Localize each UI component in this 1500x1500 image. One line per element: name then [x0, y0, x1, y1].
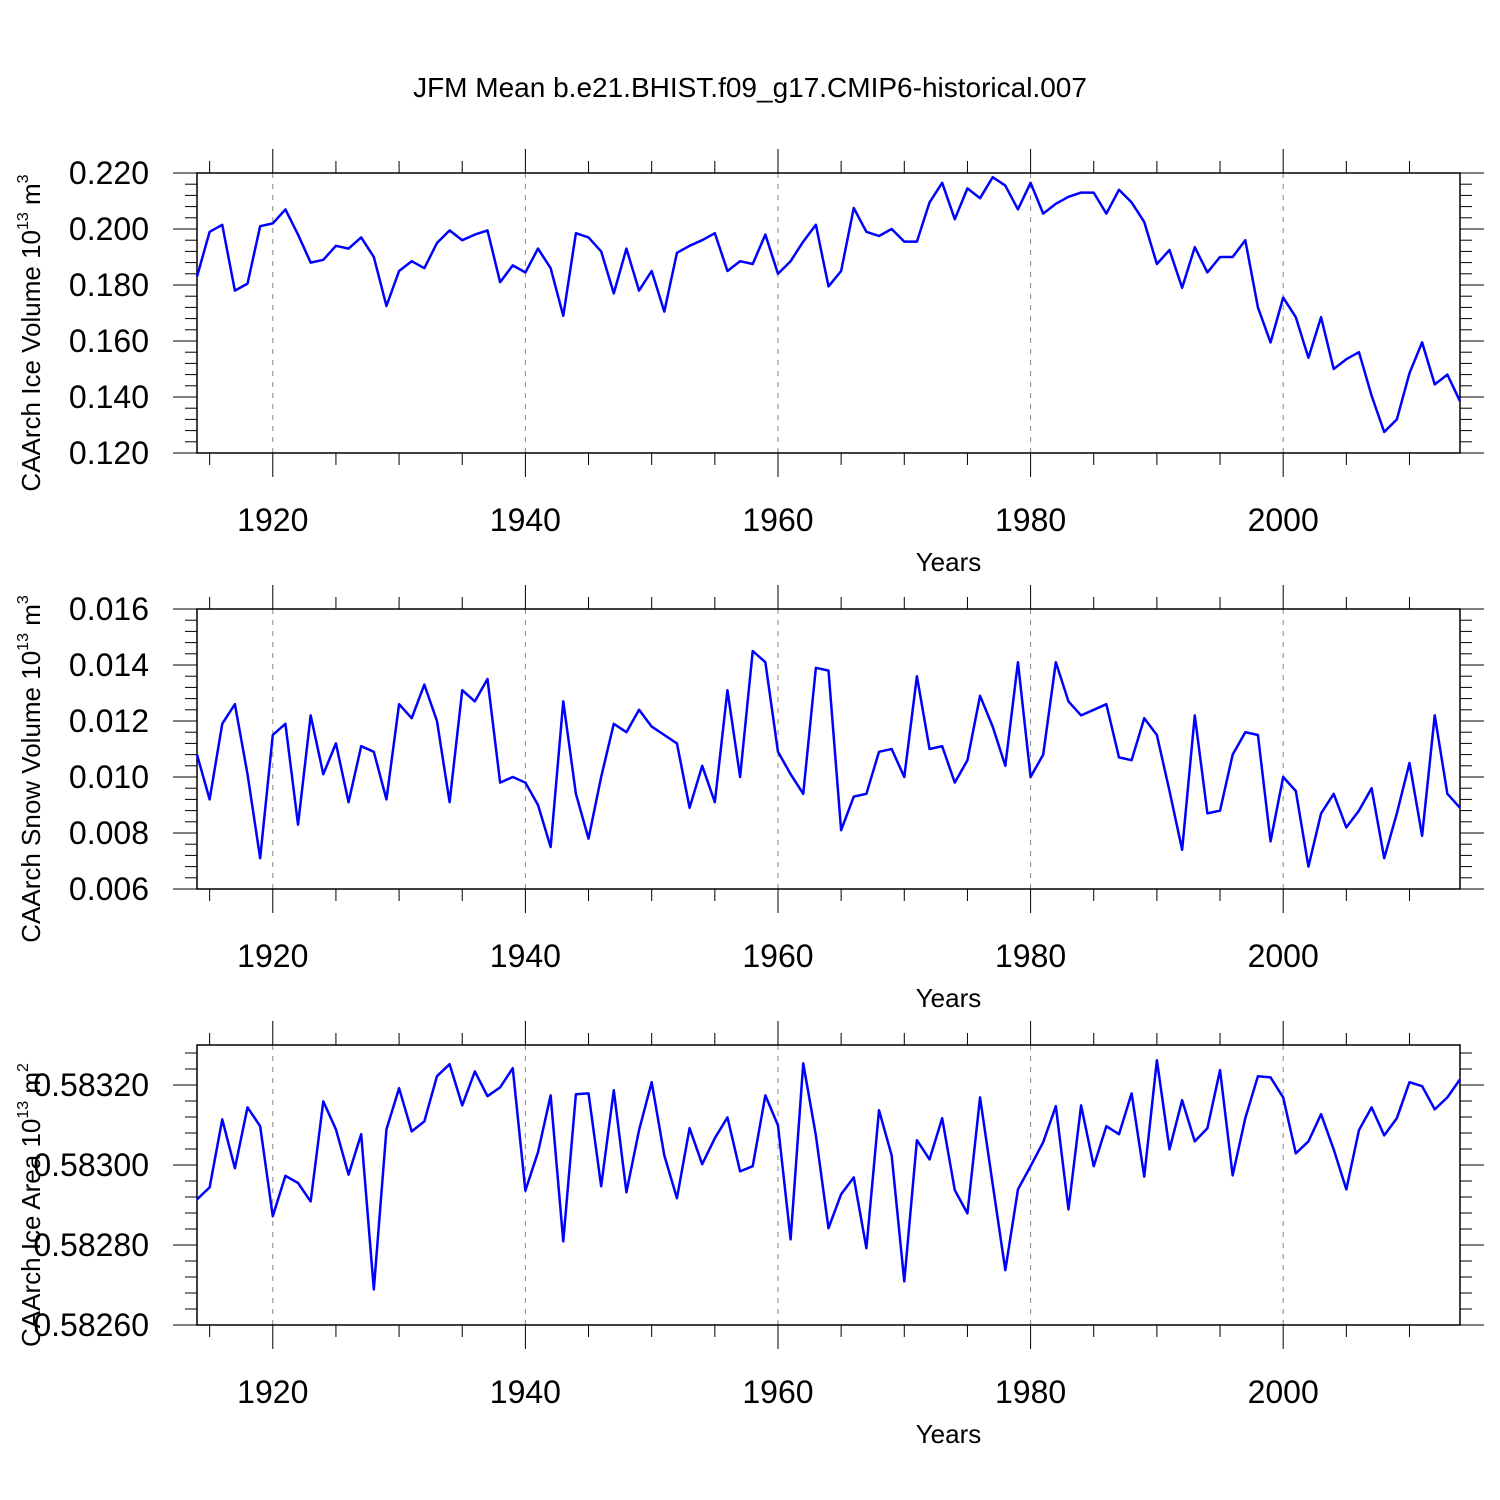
- plot-frame: [196, 608, 1461, 890]
- plot-frame: [196, 1044, 1461, 1326]
- x-axis-title: Years: [916, 1419, 982, 1449]
- panel-snow-volume: 1920 1940 1960 1980 2000 0.006 0.008 0.010 0.012…: [15, 585, 1484, 1013]
- x-axis-title: Years: [916, 547, 982, 577]
- series-line-caarch-snow-volume: [195, 649, 1461, 868]
- y-tick-label-0.180: 0.180: [69, 267, 149, 303]
- y-tick-label-0.008: 0.008: [69, 815, 149, 851]
- y-tick-label-0.014: 0.014: [69, 647, 149, 683]
- y-tick-label-0.010: 0.010: [69, 759, 149, 795]
- x-axis-title: Years: [916, 983, 982, 1013]
- y-tick-label-0.58300: 0.58300: [33, 1147, 149, 1183]
- plot-frame: [196, 172, 1461, 454]
- y-axis-title: CAArch Ice Area 1013 m2: [15, 1063, 46, 1347]
- x-tick-label-1920: 1920: [237, 938, 308, 974]
- y-tick-label-0.58280: 0.58280: [33, 1227, 149, 1263]
- series-line-caarch-ice-volume: [195, 175, 1462, 434]
- x-tick-label-1960: 1960: [742, 938, 813, 974]
- y-tick-label-0.006: 0.006: [69, 871, 149, 907]
- y-axis-title: CAArch Snow Volume 1013 m3: [15, 595, 46, 943]
- x-tick-label-2000: 2000: [1248, 1374, 1319, 1410]
- y-tick-label-0.58260: 0.58260: [33, 1307, 149, 1343]
- series-line-caarch-ice-area: [196, 1058, 1462, 1291]
- x-tick-label-1980: 1980: [995, 502, 1066, 538]
- y-tick-label-0.220: 0.220: [69, 155, 149, 191]
- x-tick-label-1940: 1940: [490, 938, 561, 974]
- x-tick-label-1920: 1920: [237, 502, 308, 538]
- figure-title: JFM Mean b.e21.BHIST.f09_g17.CMIP6-histo…: [413, 72, 1087, 103]
- x-tick-label-1980: 1980: [995, 938, 1066, 974]
- x-tick-label-2000: 2000: [1248, 502, 1319, 538]
- x-tick-label-1940: 1940: [490, 502, 561, 538]
- x-tick-label-1940: 1940: [490, 1374, 561, 1410]
- y-tick-label-0.160: 0.160: [69, 323, 149, 359]
- y-tick-label-0.200: 0.200: [69, 211, 149, 247]
- x-tick-label-1960: 1960: [742, 1374, 813, 1410]
- y-tick-label-0.58320: 0.58320: [33, 1067, 149, 1103]
- x-tick-label-1920: 1920: [237, 1374, 308, 1410]
- x-tick-label-1980: 1980: [995, 1374, 1066, 1410]
- x-tick-label-1960: 1960: [742, 502, 813, 538]
- y-axis-title: CAArch Ice Volume 1013 m3: [15, 174, 46, 491]
- y-tick-label-0.120: 0.120: [69, 435, 149, 471]
- x-tick-label-2000: 2000: [1248, 938, 1319, 974]
- panel-ice-volume: 1920 1940 1960 1980 2000 0.120 0.140 0.160 0.180…: [15, 149, 1484, 577]
- y-tick-label-0.140: 0.140: [69, 379, 149, 415]
- panel-ice-area: 1920 1940 1960 1980 2000 0.58260 0.58280 0.5830…: [15, 1021, 1484, 1449]
- y-tick-label-0.016: 0.016: [69, 591, 149, 627]
- y-tick-label-0.012: 0.012: [69, 703, 149, 739]
